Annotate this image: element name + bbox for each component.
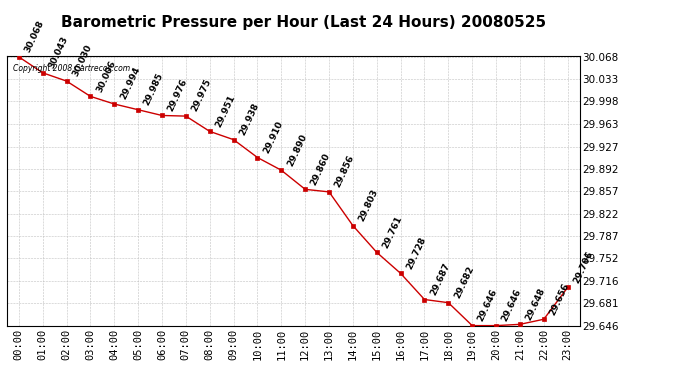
- Text: Barometric Pressure per Hour (Last 24 Hours) 20080525: Barometric Pressure per Hour (Last 24 Ho…: [61, 15, 546, 30]
- Text: 30.006: 30.006: [95, 59, 117, 94]
- Text: 30.043: 30.043: [47, 35, 70, 70]
- Text: 29.938: 29.938: [238, 102, 261, 137]
- Text: 29.656: 29.656: [548, 281, 571, 316]
- Text: 29.728: 29.728: [405, 235, 428, 271]
- Text: 29.856: 29.856: [333, 154, 356, 189]
- Text: 29.976: 29.976: [166, 77, 189, 113]
- Text: 29.646: 29.646: [476, 287, 500, 323]
- Text: 29.860: 29.860: [309, 152, 332, 186]
- Text: 29.646: 29.646: [500, 287, 523, 323]
- Text: 29.975: 29.975: [190, 78, 213, 113]
- Text: Copyright 2008 Cartrecos.com: Copyright 2008 Cartrecos.com: [12, 64, 130, 74]
- Text: 29.648: 29.648: [524, 286, 547, 321]
- Text: 29.761: 29.761: [381, 214, 404, 250]
- Text: 29.706: 29.706: [572, 249, 595, 285]
- Text: 30.030: 30.030: [70, 44, 93, 78]
- Text: 30.068: 30.068: [23, 19, 46, 54]
- Text: 29.994: 29.994: [119, 66, 141, 101]
- Text: 29.985: 29.985: [142, 72, 165, 107]
- Text: 29.910: 29.910: [262, 119, 284, 155]
- Text: 29.951: 29.951: [214, 93, 237, 129]
- Text: 29.682: 29.682: [453, 265, 475, 300]
- Text: 29.890: 29.890: [286, 132, 308, 168]
- Text: 29.687: 29.687: [428, 261, 451, 297]
- Text: 29.803: 29.803: [357, 188, 380, 223]
